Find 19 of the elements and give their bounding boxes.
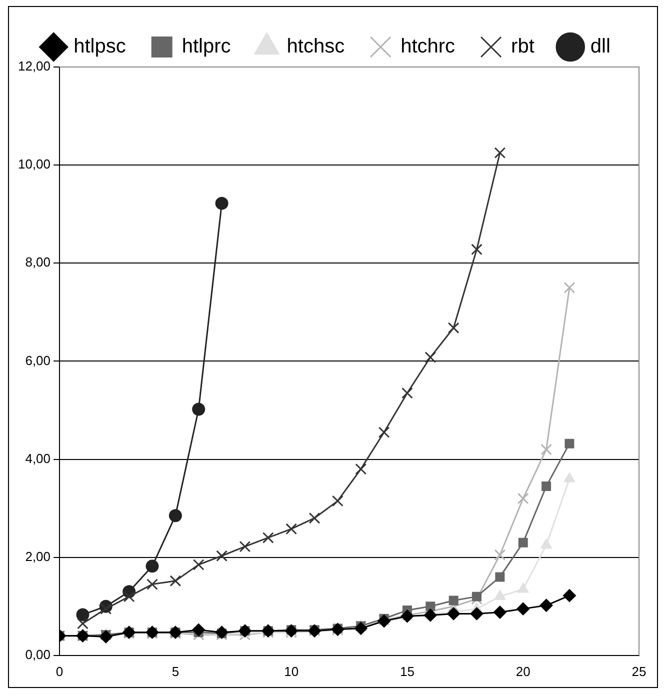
legend-label: htchrc — [400, 36, 456, 58]
y-tick-label: 0,00 — [25, 646, 51, 662]
x-tick-label: 5 — [172, 664, 180, 679]
legend-label: htlprc — [182, 36, 231, 58]
legend-label: rbt — [511, 36, 535, 58]
x-tick-label: 0 — [56, 664, 64, 679]
legend-label: htlpsc — [74, 36, 126, 58]
y-tick-label: 4,00 — [25, 450, 51, 466]
y-tick-label: 12,00 — [18, 58, 51, 74]
x-tick-label: 20 — [516, 664, 530, 679]
x-tick-label: 15 — [400, 664, 414, 679]
y-tick-label: 10,00 — [18, 156, 51, 172]
y-tick-label: 8,00 — [25, 254, 51, 270]
y-tick-label: 2,00 — [25, 548, 51, 564]
y-tick-label: 6,00 — [25, 352, 51, 368]
x-tick-label: 10 — [284, 664, 299, 679]
x-tick-label: 25 — [632, 664, 646, 679]
legend-label: dll — [590, 36, 610, 58]
legend-label: htchsc — [286, 36, 345, 58]
